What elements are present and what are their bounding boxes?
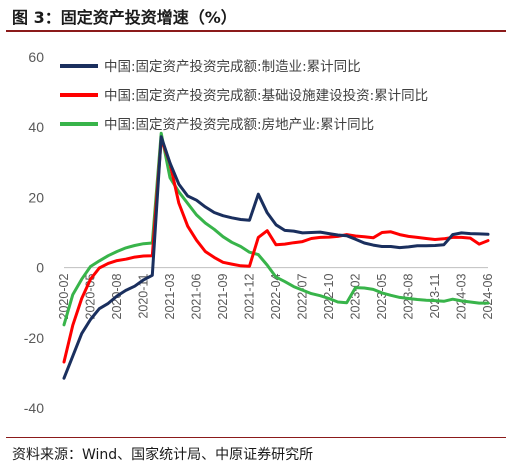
x-tick-label: 2021-06 [190,274,204,320]
source-rule [6,437,506,438]
y-tick-label: 60 [28,49,44,65]
x-tick-label: 2021-12 [243,274,257,320]
source-note: 资料来源：Wind、国家统计局、中原证券研究所 [12,447,314,463]
x-tick-label: 2020-11 [137,274,151,319]
x-tick-label: 2021-03 [163,274,177,320]
series-line-infrastructure [62,137,490,364]
y-tick-label: 40 [28,119,44,135]
x-tick-label: 2022-07 [296,274,310,320]
y-axis-ticks: -40 -20 0 20 40 60 [24,49,44,416]
title-rule [6,30,506,32]
x-tick-label: 2024-03 [455,274,469,320]
legend-label-real_estate: 中国:固定资产投资完成额:房地产业:累计同比 [104,117,374,133]
y-tick-label: 0 [36,260,44,276]
series-line-manufacturing [62,135,490,380]
legend: 中国:固定资产投资完成额:制造业:累计同比中国:固定资产投资完成额:基础设施建设… [60,59,428,133]
series-line-real_estate [62,131,490,327]
y-tick-label: -20 [24,330,44,346]
x-tick-label: 2022-04 [269,274,283,320]
y-tick-label: -40 [24,400,44,416]
x-tick-label: 2022-10 [322,274,336,320]
x-axis-ticks: 2020-02 2020-05 2020-08 2020-11 2021-03 2021-… [57,274,495,320]
x-tick-label: 2024-06 [481,274,495,320]
x-tick-label: 2023-02 [349,274,363,320]
x-tick-label: 2023-11 [428,274,442,319]
legend-label-infrastructure: 中国:固定资产投资完成额:基础设施建设投资:累计同比 [104,87,428,104]
figure-title: 图 3：固定资产投资增速（%） [12,8,237,27]
x-tick-label: 2021-09 [216,274,230,320]
x-tick-label: 2023-05 [375,274,389,320]
y-tick-label: 20 [28,189,44,205]
x-tick-label: 2023-08 [402,274,416,320]
series-lines [62,131,490,380]
legend-label-manufacturing: 中国:固定资产投资完成额:制造业:累计同比 [104,59,361,75]
